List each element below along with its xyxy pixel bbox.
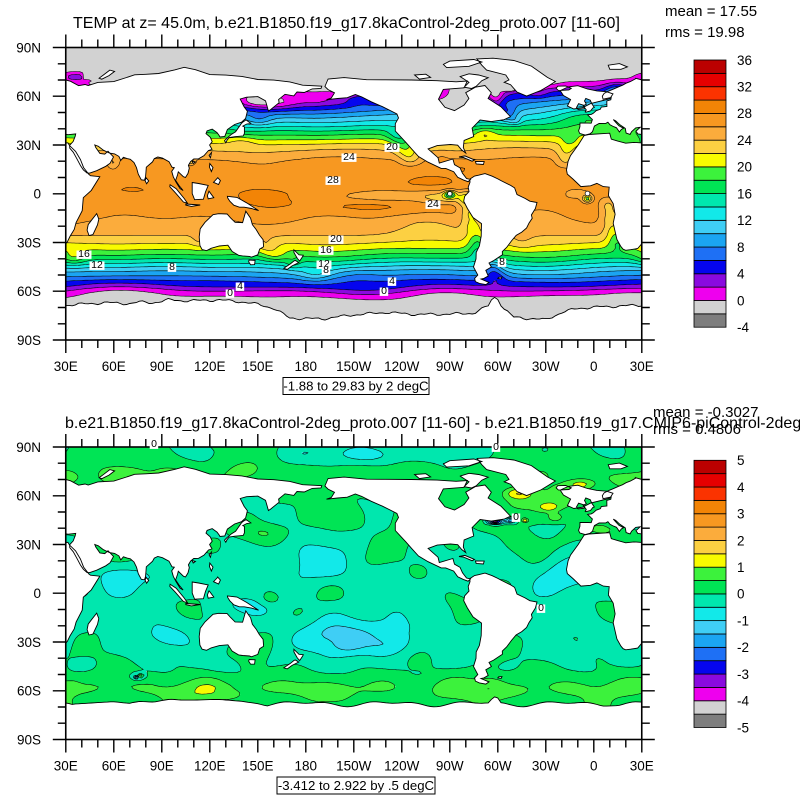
svg-text:90W: 90W [436,759,464,774]
svg-text:-4: -4 [737,320,749,335]
svg-text:0: 0 [227,287,233,299]
svg-text:0: 0 [381,285,387,297]
svg-text:mean = -0.3027: mean = -0.3027 [653,404,759,421]
svg-text:60E: 60E [102,359,126,374]
svg-text:12: 12 [318,258,330,270]
svg-text:24: 24 [737,133,753,148]
svg-text:4: 4 [737,480,745,495]
svg-text:60S: 60S [17,284,41,299]
svg-text:60N: 60N [16,89,41,104]
svg-text:90S: 90S [17,333,41,348]
svg-text:32: 32 [737,80,752,95]
svg-text:120W: 120W [384,759,420,774]
svg-text:24: 24 [343,151,355,163]
svg-text:30E: 30E [630,359,654,374]
svg-text:1: 1 [737,560,745,575]
svg-text:0: 0 [538,602,544,614]
svg-text:150W: 150W [336,759,372,774]
svg-text:3: 3 [737,507,745,522]
svg-text:120W: 120W [384,359,420,374]
svg-text:2: 2 [737,533,745,548]
svg-text:90E: 90E [150,359,174,374]
svg-text:4: 4 [389,275,395,287]
svg-text:rms = 0.4806: rms = 0.4806 [653,421,741,438]
svg-text:0: 0 [33,187,41,202]
svg-text:-1: -1 [737,613,749,628]
svg-text:30E: 30E [630,759,654,774]
svg-text:0: 0 [590,359,598,374]
svg-text:90W: 90W [436,359,464,374]
svg-text:12: 12 [91,259,103,271]
svg-text:-3: -3 [737,667,749,682]
svg-text:0: 0 [590,759,598,774]
svg-text:16: 16 [737,186,752,201]
svg-text:60N: 60N [16,489,41,504]
svg-text:120E: 120E [194,359,226,374]
svg-text:0: 0 [513,511,519,523]
svg-text:8: 8 [323,264,329,276]
svg-text:150E: 150E [242,359,274,374]
svg-text:8: 8 [499,256,505,268]
svg-text:20: 20 [386,141,398,153]
svg-text:-3.412 to 2.922 by .5 degC: -3.412 to 2.922 by .5 degC [278,778,435,793]
svg-text:30W: 30W [532,759,560,774]
svg-text:30E: 30E [54,359,78,374]
svg-text:30N: 30N [16,138,41,153]
svg-text:-4: -4 [737,694,749,709]
svg-text:0: 0 [737,587,745,602]
svg-text:rms = 19.98: rms = 19.98 [665,24,745,41]
svg-text:90N: 90N [16,40,41,55]
svg-text:150W: 150W [336,359,372,374]
svg-text:-5: -5 [737,720,749,735]
svg-text:20: 20 [330,233,342,245]
svg-text:28: 28 [737,106,752,121]
svg-text:36: 36 [737,53,752,68]
svg-text:90S: 90S [17,732,41,747]
svg-text:0: 0 [737,293,745,308]
svg-text:60S: 60S [17,684,41,699]
svg-text:90N: 90N [16,440,41,455]
svg-text:TEMP at z= 45.0m, b.e21.B1850: TEMP at z= 45.0m, b.e21.B1850.f19_g17.8k… [73,15,620,32]
svg-text:180: 180 [295,759,318,774]
svg-text:-1.88 to 29.83 by 2 degC: -1.88 to 29.83 by 2 degC [283,379,429,394]
svg-text:30S: 30S [17,635,41,650]
svg-text:mean = 17.55: mean = 17.55 [665,3,757,20]
svg-text:5: 5 [737,453,745,468]
svg-text:24: 24 [427,198,439,210]
svg-text:-2: -2 [737,640,749,655]
svg-text:20: 20 [737,160,752,175]
svg-text:0: 0 [33,586,41,601]
svg-text:0: 0 [151,438,157,450]
svg-text:4: 4 [737,267,745,282]
svg-text:30E: 30E [54,759,78,774]
svg-text:150E: 150E [242,759,274,774]
svg-text:60W: 60W [484,359,512,374]
svg-text:60W: 60W [484,759,512,774]
svg-text:16: 16 [78,248,90,260]
svg-text:60E: 60E [102,759,126,774]
svg-text:8: 8 [169,261,175,273]
svg-text:28: 28 [327,174,339,186]
svg-text:90E: 90E [150,759,174,774]
svg-text:b.e21.B1850.f19_g17.8kaControl: b.e21.B1850.f19_g17.8kaControl-2deg_prot… [65,415,800,432]
svg-text:0: 0 [493,441,499,453]
svg-text:30S: 30S [17,235,41,250]
svg-text:30W: 30W [532,359,560,374]
svg-text:180: 180 [295,359,318,374]
svg-text:30N: 30N [16,537,41,552]
svg-text:12: 12 [737,213,752,228]
svg-text:4: 4 [237,280,243,292]
svg-text:120E: 120E [194,759,226,774]
svg-text:16: 16 [320,244,332,256]
svg-text:8: 8 [737,240,745,255]
